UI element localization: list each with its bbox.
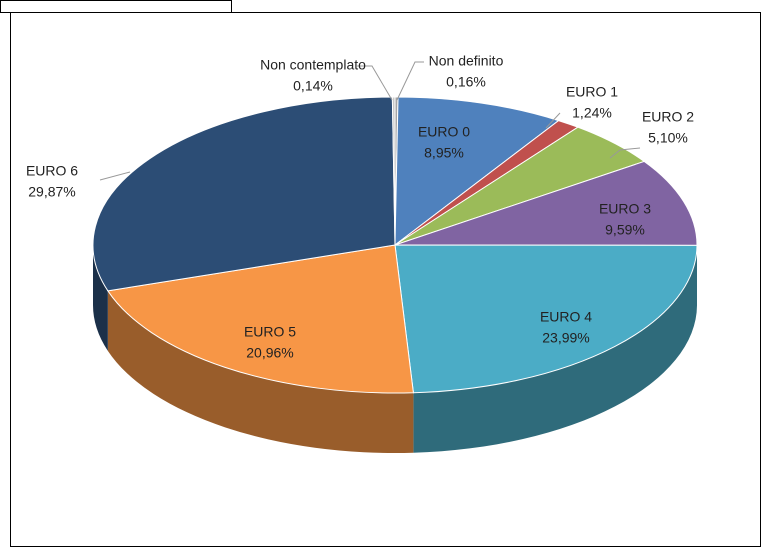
leader-line	[545, 112, 561, 129]
slice-label: EURO 3	[599, 201, 651, 217]
slice-side	[413, 245, 697, 453]
slice-value-label: 29,87%	[28, 184, 75, 200]
slice-label: EURO 1	[566, 84, 618, 100]
slice	[106, 244, 414, 394]
slice	[394, 96, 560, 247]
slice	[394, 160, 698, 246]
slice-label: Non definito	[429, 53, 504, 69]
slice-value-label: 9,59%	[605, 222, 645, 238]
leader-line	[357, 65, 393, 101]
slice-label: Non contemplato	[260, 57, 366, 73]
slice-side	[93, 245, 108, 351]
slice-value-label: 0,14%	[293, 78, 333, 94]
slice	[391, 96, 396, 246]
slice-value-label: 0,16%	[446, 74, 486, 90]
slice	[92, 96, 396, 292]
slice-value-label: 23,99%	[542, 330, 589, 346]
leader-line	[396, 61, 424, 101]
slice-side	[107, 290, 414, 454]
slice-label: EURO 0	[418, 124, 470, 140]
leader-line	[99, 171, 131, 181]
slice-value-label: 1,24%	[572, 105, 612, 121]
leader-line	[609, 147, 641, 159]
slice-value-label: 20,96%	[246, 345, 293, 361]
pie-tops	[92, 96, 698, 394]
slice-value-label: 5,10%	[648, 130, 688, 146]
slice-label: EURO 2	[642, 109, 694, 125]
slice-label: EURO 5	[244, 324, 296, 340]
slice-value-label: 8,95%	[424, 145, 464, 161]
slice-label: EURO 6	[26, 163, 78, 179]
pie-labels: Non definito 0,16% EURO 0 8,95% EURO 1 1,24% E…	[26, 53, 694, 361]
slice-label: EURO 4	[540, 309, 592, 325]
pie-sides	[93, 245, 697, 454]
slice	[394, 244, 698, 394]
